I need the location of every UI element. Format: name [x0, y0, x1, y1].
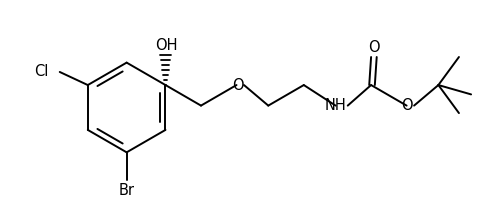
- Text: O: O: [401, 98, 412, 113]
- Text: NH: NH: [324, 98, 346, 113]
- Text: O: O: [232, 78, 243, 93]
- Text: OH: OH: [155, 38, 178, 53]
- Text: O: O: [368, 40, 380, 55]
- Text: Cl: Cl: [34, 64, 48, 79]
- Text: Br: Br: [118, 183, 134, 197]
